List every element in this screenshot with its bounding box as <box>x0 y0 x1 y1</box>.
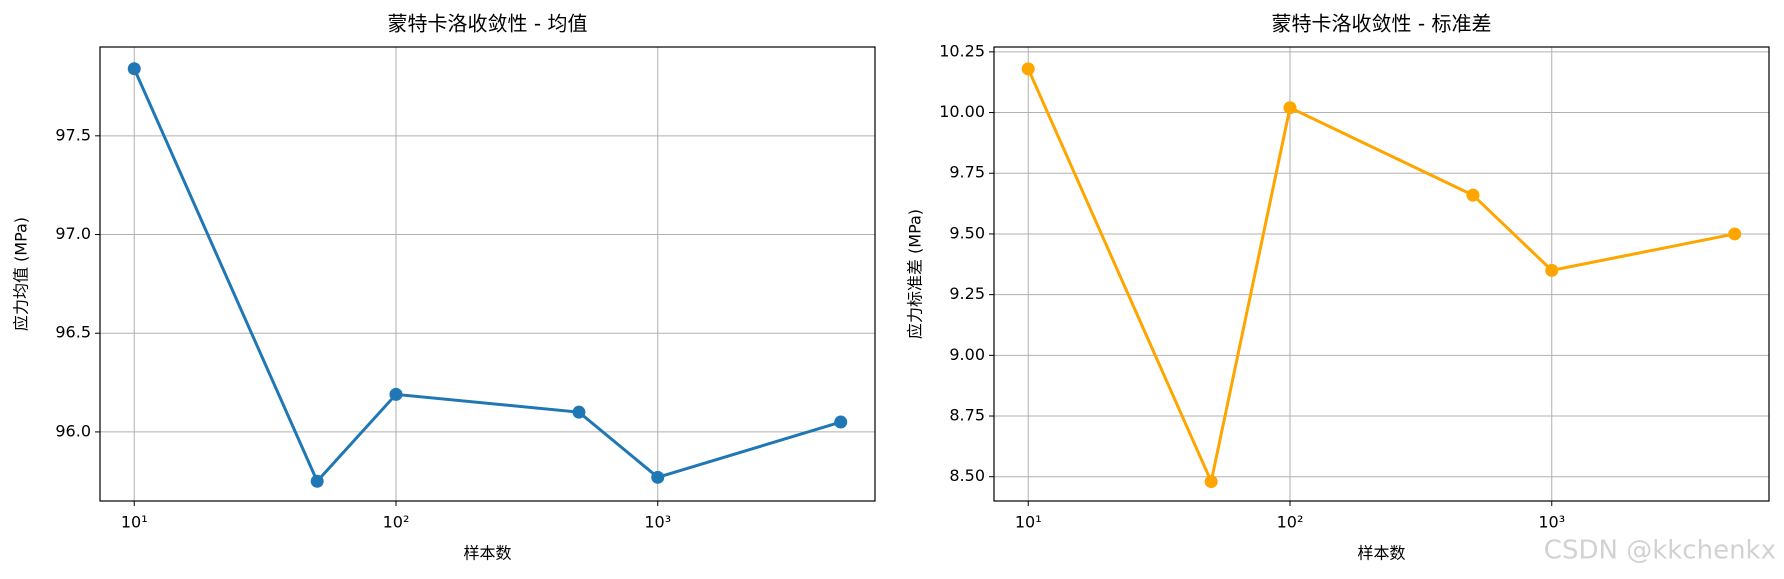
point <box>127 62 141 76</box>
x-tick-label: 10³ <box>1538 513 1565 532</box>
y-tick-label: 97.5 <box>55 125 91 144</box>
x-tick-label: 10¹ <box>1015 513 1042 532</box>
point <box>834 415 848 429</box>
point <box>572 405 586 419</box>
y-tick-label: 97.0 <box>55 224 91 243</box>
y-tick-label: 96.5 <box>55 323 91 342</box>
y-axis-label: 应力标准差 (MPa) <box>906 209 925 339</box>
x-tick-label: 10² <box>1277 513 1304 532</box>
x-tick-label: 10³ <box>644 513 671 532</box>
point <box>651 470 665 484</box>
y-tick-label: 9.25 <box>949 284 985 303</box>
x-tick-label: 10¹ <box>121 513 148 532</box>
point <box>1283 101 1297 115</box>
point <box>1021 62 1035 76</box>
y-tick-label: 8.50 <box>949 466 985 485</box>
y-tick-label: 9.75 <box>949 163 985 182</box>
point <box>1204 475 1218 489</box>
y-tick-label: 9.00 <box>949 345 985 364</box>
chart-title: 蒙特卡洛收敛性 - 均值 <box>388 12 588 36</box>
plot-frame <box>993 46 1770 502</box>
plot-frame <box>99 46 876 502</box>
point <box>1466 188 1480 202</box>
point <box>389 387 403 401</box>
line <box>1026 68 1736 487</box>
y-tick-label: 8.75 <box>949 406 985 425</box>
point <box>310 474 324 488</box>
line <box>132 68 842 484</box>
chart-title: 蒙特卡洛收敛性 - 标准差 <box>1272 12 1492 36</box>
point <box>1728 227 1742 241</box>
y-tick-label: 10.25 <box>939 41 985 60</box>
point <box>1545 263 1559 277</box>
x-axis-label: 样本数 <box>1357 544 1405 563</box>
x-tick-label: 10² <box>383 513 410 532</box>
y-tick-label: 10.00 <box>939 102 985 121</box>
y-axis-label: 应力均值 (MPa) <box>12 217 31 331</box>
x-axis-label: 样本数 <box>463 544 511 563</box>
y-tick-label: 9.50 <box>949 223 985 242</box>
y-tick-label: 96.0 <box>55 421 91 440</box>
watermark: CSDN @kkchenkx <box>1544 536 1776 566</box>
